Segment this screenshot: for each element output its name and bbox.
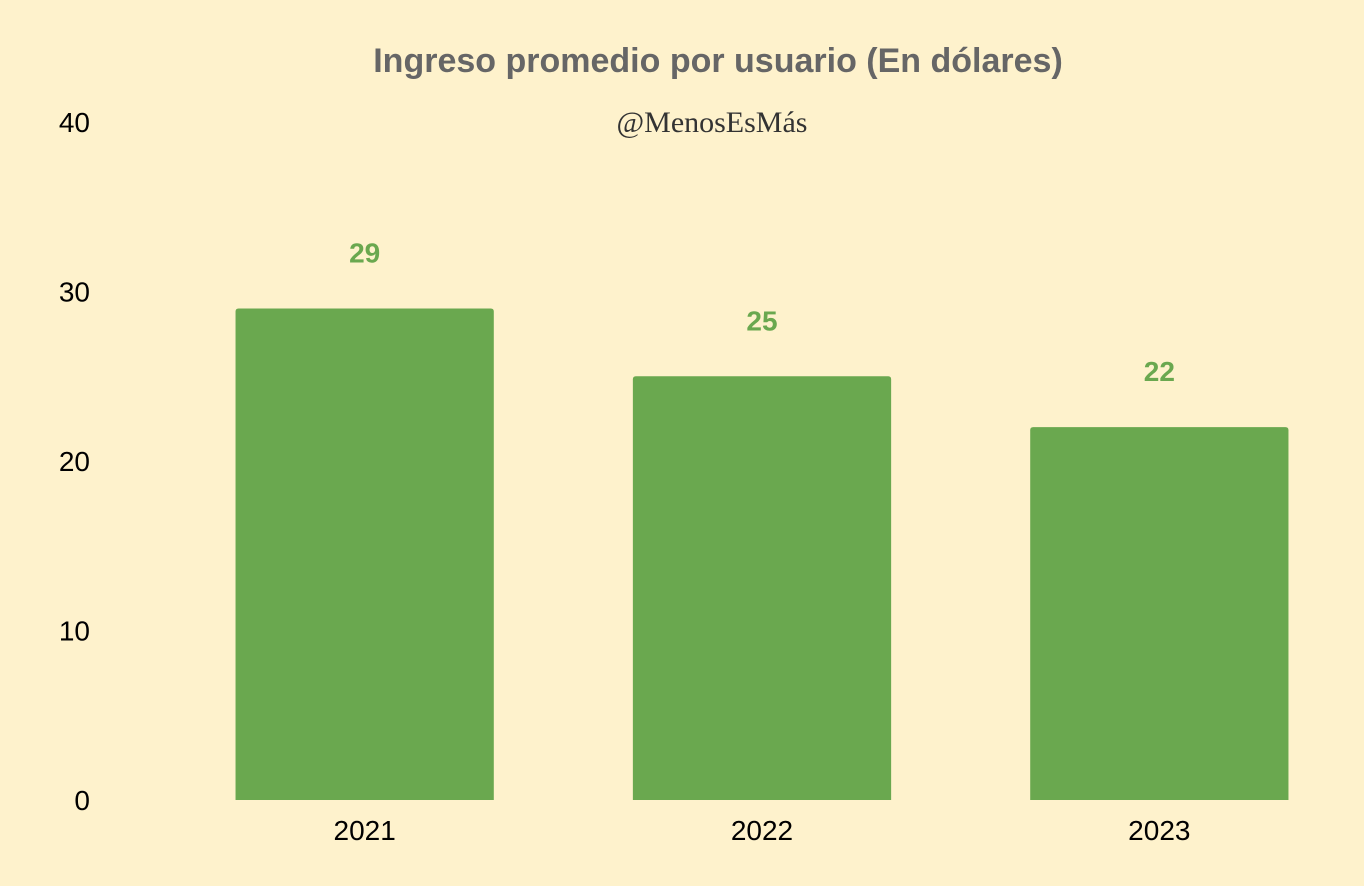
x-tick-label-2022: 2022 (731, 815, 793, 846)
data-label-2022: 25 (746, 305, 777, 336)
y-tick-label: 30 (59, 277, 90, 308)
bar-2023 (1030, 427, 1289, 800)
data-label-2023: 22 (1144, 356, 1175, 387)
bar-2021 (235, 308, 494, 800)
chart-title: Ingreso promedio por usuario (En dólares… (373, 42, 1063, 80)
y-tick-label: 10 (59, 616, 90, 647)
x-tick-label-2023: 2023 (1128, 815, 1190, 846)
y-tick-label: 0 (74, 785, 90, 816)
x-axis: 2021 2022 2023 (334, 815, 1191, 846)
chart-subtitle: @MenosEsMás (617, 106, 808, 139)
x-tick-label-2021: 2021 (334, 815, 396, 846)
y-axis: 0 10 20 30 40 (59, 107, 90, 816)
data-label-2021: 29 (349, 237, 380, 268)
y-tick-label: 20 (59, 446, 90, 477)
data-labels-group: 29 25 22 (349, 237, 1175, 387)
y-tick-label: 40 (59, 107, 90, 138)
bars-group (235, 308, 1289, 800)
bar-2022 (632, 376, 892, 800)
